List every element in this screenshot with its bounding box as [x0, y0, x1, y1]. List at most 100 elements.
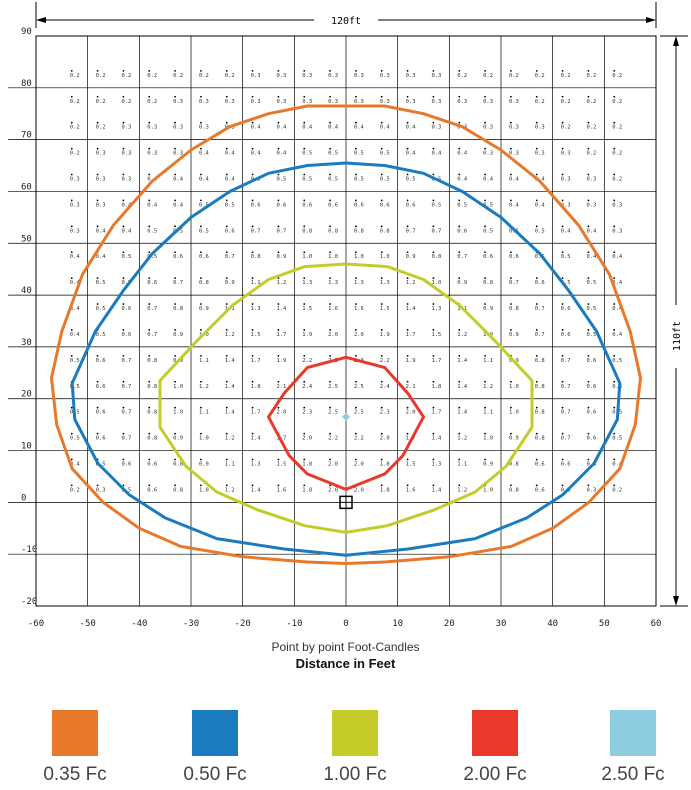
grid-point: [96, 484, 99, 487]
grid-value: 0.4: [276, 125, 287, 131]
grid-point: [148, 225, 151, 228]
legend: 0.35 Fc 0.50 Fc 1.00 Fc 2.00 Fc 2.50 Fc: [0, 710, 691, 790]
grid-value: 1.7: [406, 332, 416, 338]
grid-point: [561, 173, 564, 176]
grid-point: [484, 147, 486, 150]
grid-value: 0.3: [328, 99, 338, 105]
grid-point: [510, 95, 512, 98]
grid-value: 1.2: [457, 436, 467, 442]
grid-value: 0.9: [199, 306, 209, 312]
grid-point: [303, 147, 306, 150]
y-tick-label: 10: [21, 442, 32, 452]
grid-point: [535, 354, 538, 357]
grid-value: 0.6: [509, 254, 519, 260]
grid-value: 0.3: [561, 151, 571, 157]
grid-point: [406, 251, 409, 254]
grid-point: [225, 95, 228, 98]
grid-value: 0.3: [586, 202, 596, 208]
grid-value: 0.6: [561, 332, 571, 338]
grid-point: [406, 458, 409, 461]
grid-point: [561, 95, 564, 98]
grid-value: 0.8: [173, 462, 183, 468]
grid-value: 0.4: [96, 254, 107, 260]
grid-value: 0.2: [586, 151, 596, 157]
grid-point: [561, 354, 564, 357]
grid-point: [96, 121, 99, 124]
grid-point: [225, 484, 228, 487]
grid-value: 0.2: [509, 73, 519, 79]
grid-point: [251, 380, 254, 383]
grid-point: [174, 458, 176, 461]
grid-value: 0.3: [406, 73, 416, 79]
grid-point: [96, 354, 99, 357]
grid-point: [225, 303, 228, 305]
grid-point: [587, 329, 590, 331]
peak-marker: [342, 412, 350, 421]
grid-value: 0.4: [457, 151, 468, 157]
grid-value: 0.3: [535, 151, 545, 157]
grid-value: 0.5: [535, 254, 545, 260]
grid-value: 1.9: [380, 332, 390, 338]
grid-point: [96, 199, 99, 202]
grid-value: 0.7: [535, 306, 545, 312]
grid-point: [303, 432, 306, 435]
legend-swatch: [610, 710, 656, 756]
grid-value: 0.5: [535, 228, 545, 234]
grid-value: 0.2: [535, 99, 545, 105]
x-tick-label: 10: [392, 619, 403, 629]
grid-value: 0.4: [380, 125, 391, 131]
grid-point: [148, 354, 151, 357]
grid-value: 0.4: [302, 125, 313, 131]
grid-point: [148, 173, 151, 176]
grid-point: [329, 147, 331, 150]
grid-value: 1.9: [406, 358, 416, 364]
grid-point: [329, 199, 331, 202]
grid-value: 0.6: [96, 358, 106, 364]
grid-point: [200, 199, 202, 202]
grid-value: 0.4: [199, 177, 210, 183]
grid-point: [200, 121, 202, 124]
grid-value: 0.4: [70, 462, 81, 468]
grid-value: 1.8: [302, 462, 312, 468]
grid-value: 0.5: [147, 254, 157, 260]
grid-value: 0.2: [225, 73, 235, 79]
grid-value: 1.5: [251, 332, 261, 338]
grid-point: [535, 458, 538, 461]
grid-point: [122, 95, 125, 98]
grid-value: 0.7: [173, 280, 183, 286]
grid-point: [380, 277, 383, 280]
grid-point: [535, 69, 538, 72]
grid-point: [355, 251, 357, 254]
grid-point: [122, 199, 125, 202]
grid-point: [535, 147, 538, 150]
grid-value: 1.5: [406, 462, 416, 468]
grid-point: [613, 225, 616, 228]
grid-point: [200, 432, 202, 435]
legend-item-1.00: 1.00 Fc: [300, 710, 410, 786]
grid-value: 0.4: [147, 202, 158, 208]
grid-point: [613, 251, 616, 254]
grid-point: [406, 329, 409, 331]
grid-point: [70, 173, 73, 176]
grid-point: [535, 380, 538, 383]
grid-point: [174, 380, 176, 383]
grid-point: [329, 225, 331, 228]
grid-value: 0.3: [586, 487, 596, 493]
grid-point: [535, 121, 538, 124]
grid-point: [535, 432, 538, 435]
chart-caption: Point by point Foot-Candles: [271, 640, 420, 654]
grid-value: 1.6: [406, 487, 416, 493]
grid-point: [200, 329, 202, 331]
grid-point: [355, 380, 357, 383]
grid-point: [380, 303, 383, 305]
grid-point: [458, 121, 461, 124]
grid-value: 0.5: [586, 280, 596, 286]
grid-point: [587, 432, 590, 435]
grid-point: [329, 121, 331, 124]
grid-point: [355, 406, 357, 409]
grid-value: 2.3: [380, 410, 390, 416]
grid-value: 0.7: [406, 228, 416, 234]
grid-point: [406, 432, 409, 435]
grid-value: 0.5: [302, 151, 312, 157]
grid-point: [613, 354, 616, 357]
